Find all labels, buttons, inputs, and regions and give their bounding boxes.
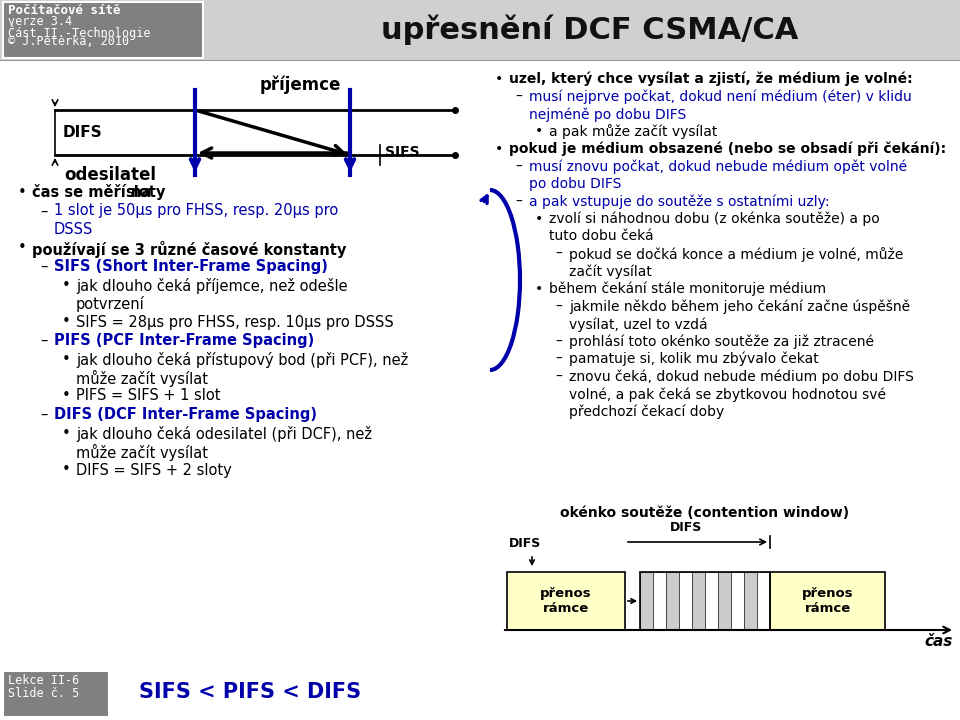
Bar (507, 572, 625, 630)
Text: jakmile někdo během jeho čekání začne úspěšně: jakmile někdo během jeho čekání začne ús… (569, 300, 910, 314)
Text: –: – (555, 300, 562, 313)
Text: Počítačové sítě: Počítačové sítě (8, 4, 121, 17)
Text: během čekání stále monitoruje médium: během čekání stále monitoruje médium (549, 282, 827, 297)
Text: a pak vstupuje do soutěže s ostatními uzly:: a pak vstupuje do soutěže s ostatními uz… (529, 194, 829, 209)
Text: DIFS: DIFS (63, 125, 103, 140)
Text: musí znovu počkat, dokud nebude médium opět volné: musí znovu počkat, dokud nebude médium o… (529, 160, 907, 174)
Text: Slide č. 5: Slide č. 5 (8, 687, 80, 700)
Text: –: – (515, 194, 522, 209)
Text: DIFS = SIFS + 2 sloty: DIFS = SIFS + 2 sloty (76, 462, 231, 477)
Text: volné, a pak čeká se zbytkovou hodnotou své: volné, a pak čeká se zbytkovou hodnotou … (569, 387, 886, 402)
Text: Lekce II-6: Lekce II-6 (8, 674, 80, 687)
Text: •: • (62, 315, 71, 330)
Text: Část II.-Technologie: Část II.-Technologie (8, 25, 151, 40)
Bar (731, 572, 744, 630)
Text: PIFS = SIFS + 1 slot: PIFS = SIFS + 1 slot (76, 389, 221, 403)
Text: DIFS: DIFS (509, 537, 541, 550)
Text: •: • (535, 125, 543, 138)
Text: nejméně po dobu DIFS: nejméně po dobu DIFS (529, 107, 686, 122)
Bar (666, 572, 679, 630)
Text: přenos
rámce: přenos rámce (802, 587, 853, 615)
Text: •: • (62, 389, 71, 403)
Text: DSSS: DSSS (54, 222, 93, 237)
Text: uzel, který chce vysílat a zjistí, že médium je volné:: uzel, který chce vysílat a zjistí, že mé… (509, 72, 913, 86)
Text: –: – (555, 352, 562, 366)
Text: sloty: sloty (125, 185, 165, 200)
Text: •: • (535, 212, 543, 226)
Text: tuto dobu čeká: tuto dobu čeká (549, 230, 654, 243)
Text: příjemce: příjemce (259, 76, 341, 94)
Text: pokud se dočká konce a médium je volné, může: pokud se dočká konce a médium je volné, … (569, 247, 903, 262)
Text: používají se 3 různé časové konstanty: používají se 3 různé časové konstanty (32, 240, 347, 258)
Text: jak dlouho čeká odesilatel (při DCF), než: jak dlouho čeká odesilatel (při DCF), ne… (76, 426, 372, 441)
Text: musí nejprve počkat, dokud není médium (éter) v klidu: musí nejprve počkat, dokud není médium (… (529, 89, 912, 104)
Text: přenos
rámce: přenos rámce (540, 587, 591, 615)
Bar (705, 572, 718, 630)
Bar (3, 2, 203, 58)
Text: upřesnění DCF CSMA/CA: upřesnění DCF CSMA/CA (381, 14, 799, 45)
Text: •: • (62, 462, 71, 477)
Text: SIFS (Short Inter-Frame Spacing): SIFS (Short Inter-Frame Spacing) (54, 259, 328, 274)
Text: DIFS: DIFS (670, 521, 703, 534)
Text: •: • (62, 277, 71, 292)
Text: –: – (40, 204, 47, 218)
Text: –: – (555, 247, 562, 261)
Text: znovu čeká, dokud nebude médium po dobu DIFS: znovu čeká, dokud nebude médium po dobu … (569, 369, 914, 384)
Text: a pak může začít vysílat: a pak může začít vysílat (549, 125, 717, 140)
Text: vysílat, uzel to vzdá: vysílat, uzel to vzdá (569, 317, 708, 331)
Text: může začít vysílat: může začít vysílat (76, 444, 208, 461)
Text: SIFS < PIFS < DIFS: SIFS < PIFS < DIFS (139, 682, 361, 702)
Bar (640, 572, 770, 630)
Text: pokud je médium obsazené (nebo se obsadí při čekání):: pokud je médium obsazené (nebo se obsadí… (509, 142, 947, 156)
Text: po dobu DIFS: po dobu DIFS (529, 177, 621, 191)
Text: může začít vysílat: může začít vysílat (76, 370, 208, 387)
Text: •: • (535, 282, 543, 296)
Text: SIFS: SIFS (385, 145, 420, 159)
Bar (757, 572, 770, 630)
Text: •: • (495, 142, 503, 156)
Text: –: – (555, 335, 562, 348)
Text: čas se měří na: čas se měří na (32, 185, 156, 200)
Text: 1 slot je 50μs pro FHSS, resp. 20μs pro: 1 slot je 50μs pro FHSS, resp. 20μs pro (54, 204, 338, 218)
Text: •: • (495, 72, 503, 86)
Bar (640, 572, 653, 630)
Text: •: • (62, 351, 71, 366)
Text: jak dlouho čeká příjemce, než odešle: jak dlouho čeká příjemce, než odešle (76, 277, 348, 294)
Text: potvrzení: potvrzení (76, 296, 145, 312)
Text: DIFS (DCF Inter-Frame Spacing): DIFS (DCF Inter-Frame Spacing) (54, 407, 317, 422)
Bar (0, 0, 960, 60)
Text: verze 3.4: verze 3.4 (8, 15, 72, 28)
Text: prohlásí toto okénko soutěže za již ztracené: prohlásí toto okénko soutěže za již ztra… (569, 335, 874, 349)
Bar (692, 572, 705, 630)
Text: •: • (62, 426, 71, 441)
Text: SIFS = 28μs pro FHSS, resp. 10μs pro DSSS: SIFS = 28μs pro FHSS, resp. 10μs pro DSS… (76, 315, 394, 330)
Text: © J.Peterka, 2010: © J.Peterka, 2010 (8, 35, 130, 48)
Bar (718, 572, 731, 630)
Text: PIFS (PCF Inter-Frame Spacing): PIFS (PCF Inter-Frame Spacing) (54, 333, 314, 348)
Bar (770, 572, 885, 630)
Bar (679, 572, 692, 630)
Text: –: – (555, 369, 562, 384)
Text: odesilatel: odesilatel (64, 166, 156, 184)
Text: okénko soutěže (contention window): okénko soutěže (contention window) (561, 506, 850, 520)
Text: zvolí si náhodnou dobu (z okénka soutěže) a po: zvolí si náhodnou dobu (z okénka soutěže… (549, 212, 879, 227)
Bar (653, 572, 666, 630)
Text: čas: čas (924, 634, 953, 649)
Text: •: • (18, 240, 27, 256)
Text: –: – (515, 160, 522, 174)
Text: •: • (18, 185, 27, 200)
Text: –: – (40, 407, 47, 422)
Text: pamatuje si, kolik mu zbývalo čekat: pamatuje si, kolik mu zbývalo čekat (569, 352, 819, 366)
Bar (3, 671, 109, 717)
Text: jak dlouho čeká přístupový bod (při PCF), než: jak dlouho čeká přístupový bod (při PCF)… (76, 351, 408, 367)
Text: začít vysílat: začít vysílat (569, 264, 652, 279)
Text: –: – (515, 89, 522, 104)
Text: předchozí čekací doby: předchozí čekací doby (569, 405, 724, 419)
Text: –: – (40, 259, 47, 274)
Text: –: – (40, 333, 47, 348)
Bar (744, 572, 757, 630)
